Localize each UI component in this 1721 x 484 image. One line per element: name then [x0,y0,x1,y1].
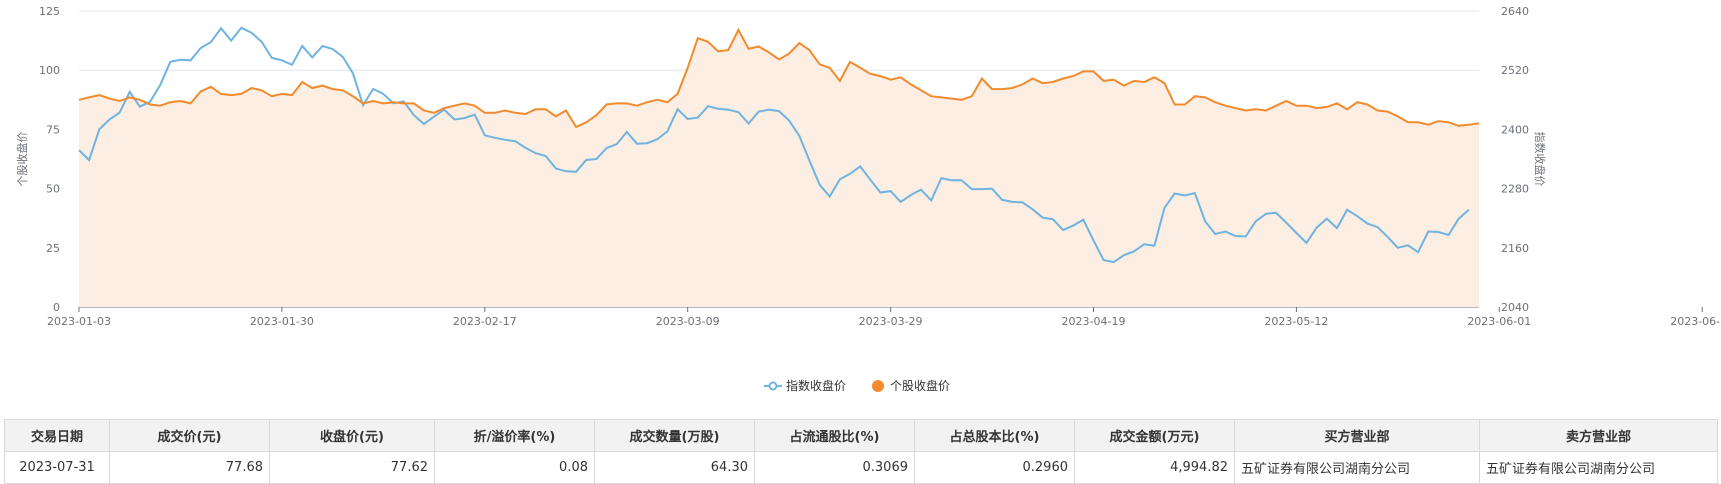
left-tick-label: 50 [46,183,60,196]
legend-dot-icon [872,380,884,392]
x-tick-label: 2023-06-01 [1467,315,1531,328]
left-tick-label: 0 [53,301,60,314]
dual-axis-line-chart: 0 25 50 75 100 125 2040 2160 2280 2400 2520 2640 2… [15,5,1721,393]
x-tick-label: 2023-01-30 [250,315,314,328]
x-tick-label: 2023-04-19 [1062,315,1126,328]
right-tick-label: 2400 [1501,123,1529,136]
cell-buyer: 五矿证券有限公司湖南分公司 [1234,451,1480,484]
left-y-axis: 0 25 50 75 100 125 [39,5,60,314]
right-tick-label: 2160 [1501,242,1529,255]
right-tick-label: 2640 [1501,5,1529,18]
legend-label-index: 指数收盘价 [786,378,846,393]
cell-premium-rate: 0.08 [434,451,595,484]
table-row: 2023-07-31 77.68 77.62 0.08 64.30 0.3069… [4,451,1718,484]
left-tick-label: 25 [46,242,60,255]
left-tick-label: 75 [46,123,60,136]
right-y-axis: 2040 2160 2280 2400 2520 2640 [1501,5,1529,314]
index-close-line [78,26,1470,264]
right-tick-label: 2040 [1501,301,1529,314]
right-axis-title: 指数收盘价 [1533,132,1547,187]
stock-close-area [79,29,1479,308]
x-tick-label: 2023-03-09 [656,315,720,328]
header-buyer: 买方营业部 [1234,419,1480,452]
cell-total-ratio: 0.2960 [914,451,1075,484]
header-volume: 成交数量(万股) [594,419,755,452]
header-close-price: 收盘价(元) [269,419,435,452]
cell-amount: 4,994.82 [1074,451,1235,484]
header-amount: 成交金额(万元) [1074,419,1235,452]
left-tick-label: 100 [39,64,60,77]
cell-trade-price: 77.68 [109,451,270,484]
x-tick-label: 2023-01-03 [47,315,111,328]
header-float-ratio: 占流通股比(%) [754,419,915,452]
x-axis: 2023-01-03 2023-01-30 2023-02-17 2023-03-09… [47,307,1721,328]
header-seller: 卖方营业部 [1479,419,1718,452]
cell-close-price: 77.62 [269,451,435,484]
x-tick-label: 2023-02-17 [453,315,517,328]
header-trade-price: 成交价(元) [109,419,270,452]
left-tick-label: 125 [39,5,60,18]
legend-dot-icon [768,381,778,391]
left-axis-title: 个股收盘价 [15,132,29,187]
cell-float-ratio: 0.3069 [754,451,915,484]
header-total-ratio: 占总股本比(%) [914,419,1075,452]
legend-label-stock: 个股收盘价 [890,378,950,393]
right-tick-label: 2280 [1501,183,1529,196]
cell-seller: 五矿证券有限公司湖南分公司 [1479,451,1718,484]
legend-item-index[interactable]: 指数收盘价 [764,378,846,393]
cell-trade-date: 2023-07-31 [4,451,110,484]
right-tick-label: 2520 [1501,64,1529,77]
block-trade-table: 交易日期 成交价(元) 收盘价(元) 折/溢价率(%) 成交数量(万股) 占流通… [4,419,1718,484]
x-tick-label: 2023-03-29 [859,315,923,328]
x-tick-label: 2023-06-21 [1670,315,1721,328]
cell-volume: 64.30 [594,451,755,484]
legend[interactable]: 指数收盘价 个股收盘价 [764,378,950,393]
header-premium-rate: 折/溢价率(%) [434,419,595,452]
table-header-row: 交易日期 成交价(元) 收盘价(元) 折/溢价率(%) 成交数量(万股) 占流通… [4,419,1718,452]
legend-item-stock[interactable]: 个股收盘价 [872,378,950,393]
header-trade-date: 交易日期 [4,419,110,452]
x-tick-label: 2023-05-12 [1264,315,1328,328]
stock-close-line [78,27,1480,129]
